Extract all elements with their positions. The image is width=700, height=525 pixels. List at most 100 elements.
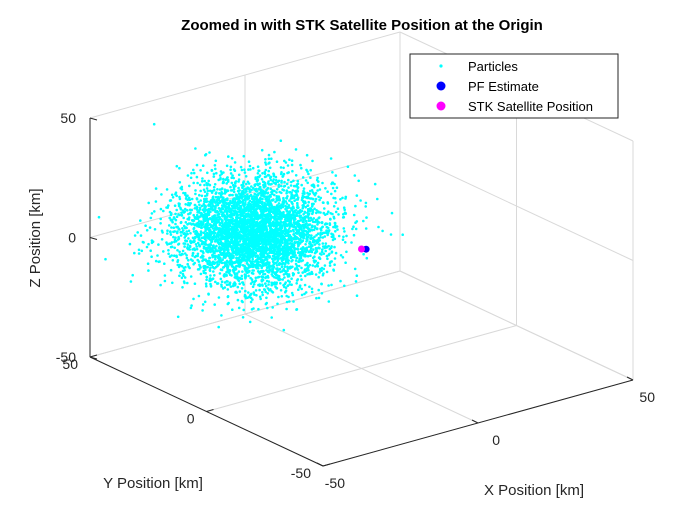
particle-point <box>284 234 288 238</box>
particle-point <box>303 225 307 228</box>
particle-point <box>262 237 265 241</box>
particle-point <box>305 153 309 157</box>
particle-point <box>314 197 318 201</box>
particle-point <box>239 165 243 169</box>
particle-point <box>315 211 318 215</box>
particle-point <box>221 242 225 245</box>
particle-point <box>287 238 291 242</box>
particle-point <box>208 189 212 193</box>
particle-point <box>245 271 249 275</box>
particle-point <box>305 233 308 237</box>
particle-point <box>210 199 214 202</box>
particle-point <box>186 194 189 197</box>
particle-point <box>251 260 254 263</box>
particle-point <box>167 249 170 252</box>
particle-point <box>300 293 304 297</box>
particle-point <box>280 217 283 220</box>
particle-point <box>344 212 347 215</box>
particle-point <box>304 179 308 182</box>
particle-point <box>277 227 281 231</box>
particle-point <box>265 296 268 300</box>
particle-point <box>286 267 290 270</box>
particle-point <box>220 247 223 250</box>
particle-point <box>198 244 201 248</box>
particle-point <box>214 167 217 171</box>
particle-point <box>293 241 297 245</box>
particle-point <box>200 180 204 183</box>
particle-point <box>262 273 265 276</box>
particle-point <box>328 261 332 265</box>
particle-point <box>251 272 255 275</box>
particle-point <box>183 252 187 255</box>
particle-point <box>187 259 190 262</box>
particle-point <box>240 197 243 200</box>
particle-point <box>218 199 222 203</box>
particle-point <box>231 308 234 312</box>
particle-point <box>291 169 294 173</box>
particle-point <box>240 223 244 227</box>
particle-point <box>269 246 272 249</box>
particle-point <box>162 250 165 253</box>
particle-point <box>310 197 314 200</box>
particle-point <box>282 185 286 188</box>
particle-point <box>245 182 248 186</box>
particle-point <box>184 221 188 224</box>
particle-point <box>324 213 327 216</box>
particle-point <box>274 257 277 261</box>
particle-point <box>177 213 180 216</box>
particle-point <box>182 274 185 278</box>
particle-point <box>137 248 141 252</box>
particle-point <box>290 180 293 184</box>
particle-point <box>224 198 227 202</box>
particle-point <box>145 245 149 249</box>
particle-point <box>271 264 275 267</box>
particle-point <box>302 187 306 190</box>
particle-point <box>274 178 278 182</box>
particle-point <box>354 280 358 283</box>
particle-point <box>297 288 300 292</box>
particle-point <box>308 285 311 289</box>
particle-point <box>261 293 265 297</box>
particle-point <box>219 239 222 242</box>
particle-point <box>222 201 225 204</box>
particle-point <box>137 252 141 255</box>
particle-point <box>163 274 167 277</box>
particle-point <box>216 263 219 267</box>
particle-point <box>300 259 303 263</box>
particle-point <box>278 210 282 213</box>
particle-point <box>169 233 173 236</box>
particle-point <box>249 204 253 208</box>
particle-point <box>279 256 283 260</box>
particle-point <box>178 195 181 199</box>
particle-point <box>275 188 279 191</box>
particle-point <box>269 229 272 232</box>
particle-point <box>330 251 334 254</box>
particle-point <box>324 222 328 225</box>
particle-point <box>199 231 203 235</box>
particle-point <box>284 251 287 254</box>
particle-point <box>305 269 308 273</box>
particle-point <box>296 268 300 271</box>
particle-point <box>318 243 321 246</box>
particle-point <box>230 241 234 245</box>
particle-point <box>323 207 326 210</box>
particle-point <box>193 203 197 207</box>
particle-point <box>326 257 329 261</box>
particle-point <box>229 253 233 256</box>
particle-point <box>225 212 229 215</box>
particle-point <box>295 308 299 311</box>
particle-point <box>246 212 250 215</box>
particle-point <box>170 226 173 229</box>
particle-point <box>214 258 217 261</box>
particle-point <box>212 254 216 258</box>
particle-point <box>232 232 235 235</box>
particle-point <box>270 290 274 293</box>
particle-point <box>214 159 218 163</box>
particle-point <box>287 204 291 207</box>
particle-point <box>243 273 247 276</box>
particle-point <box>167 252 170 256</box>
particle-point <box>291 293 295 297</box>
particle-point <box>353 174 357 177</box>
particle-point <box>204 218 207 222</box>
